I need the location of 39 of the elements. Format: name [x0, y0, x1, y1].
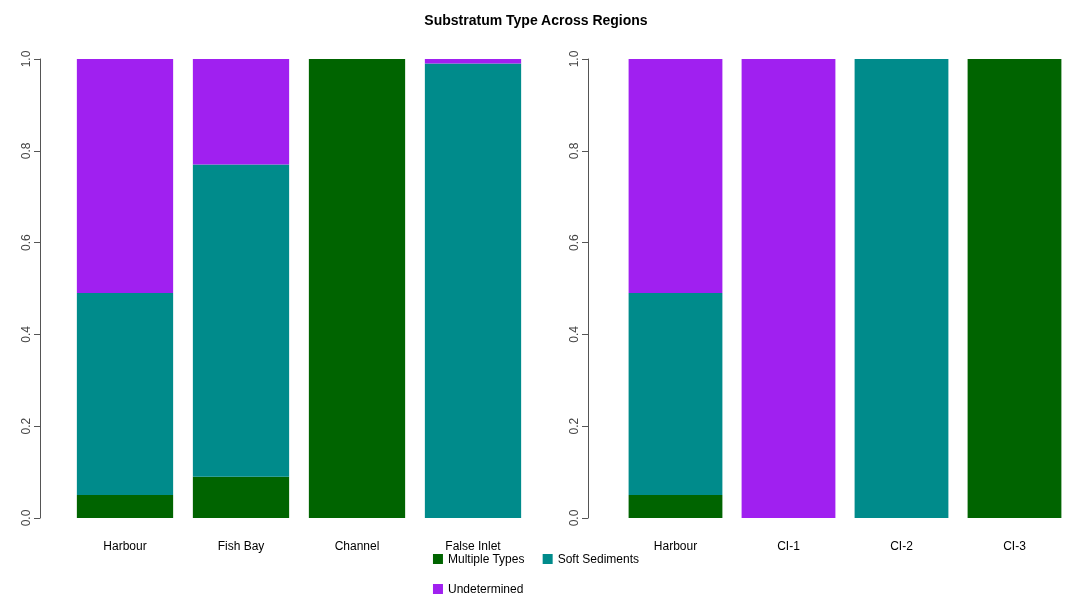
- bar: [741, 59, 836, 518]
- x-tick-label: False Inlet: [445, 539, 502, 553]
- y-tick-label: 1.0: [19, 50, 33, 68]
- x-tick-label: Channel: [334, 539, 380, 553]
- y-tick-label: 0.0: [19, 509, 33, 527]
- x-tick-label: CI-2: [890, 539, 914, 553]
- bar: [192, 59, 290, 165]
- legend-label: Multiple Types: [447, 552, 525, 566]
- chart-title: Substratum Type Across Regions: [424, 12, 648, 28]
- legend-label: Undetermined: [447, 582, 524, 596]
- bar: [76, 293, 174, 496]
- bar: [424, 59, 522, 64]
- bar: [628, 495, 723, 518]
- y-tick-label: 0.0: [567, 509, 581, 527]
- x-tick-label: CI-3: [1003, 539, 1027, 553]
- bar: [628, 59, 723, 294]
- bar: [76, 495, 174, 518]
- x-tick-label: Fish Bay: [217, 539, 265, 553]
- bar: [192, 164, 290, 477]
- x-tick-label: Harbour: [653, 539, 698, 553]
- y-tick-label: 0.2: [19, 417, 33, 435]
- bar: [308, 59, 406, 518]
- bar: [628, 293, 723, 496]
- y-tick-label: 0.4: [567, 325, 581, 343]
- bar: [76, 59, 174, 294]
- bar: [424, 63, 522, 518]
- y-tick-label: 0.8: [19, 142, 33, 160]
- y-tick-label: 0.6: [19, 233, 33, 251]
- x-tick-label: CI-1: [777, 539, 801, 553]
- x-tick-label: Harbour: [103, 539, 147, 553]
- y-tick-label: 0.8: [567, 142, 581, 160]
- y-tick-label: 0.2: [567, 417, 581, 435]
- y-tick-label: 0.6: [567, 233, 581, 251]
- bar: [192, 476, 290, 518]
- bar: [967, 59, 1062, 518]
- legend-label: Soft Sediments: [557, 552, 640, 566]
- bar: [854, 59, 949, 518]
- y-tick-label: 1.0: [567, 50, 581, 68]
- y-tick-label: 0.4: [19, 325, 33, 343]
